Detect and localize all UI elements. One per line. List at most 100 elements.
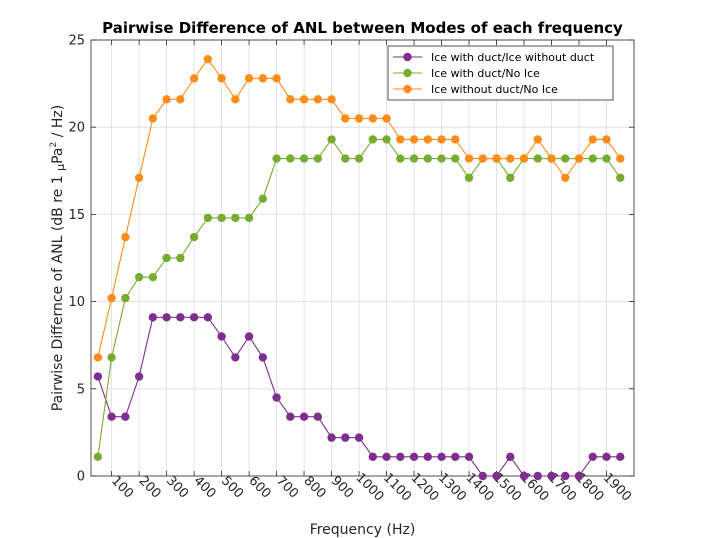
data-point bbox=[506, 154, 515, 163]
data-point bbox=[506, 173, 515, 182]
data-point bbox=[203, 313, 213, 322]
legend-label: Ice with duct/Ice without duct bbox=[431, 51, 595, 64]
axis-ticks: 100 200 300 400 500 600 700 800 9001000110012001… bbox=[68, 34, 634, 505]
data-point bbox=[533, 471, 542, 481]
data-point bbox=[134, 372, 144, 381]
data-point bbox=[451, 154, 460, 163]
data-point bbox=[451, 135, 460, 144]
data-point bbox=[478, 471, 487, 481]
x-tick-label: 800 bbox=[300, 473, 328, 501]
legend-item: Ice with duct/No Ice bbox=[393, 67, 540, 80]
data-point bbox=[299, 95, 309, 104]
data-point bbox=[231, 353, 240, 362]
data-point bbox=[464, 154, 474, 163]
y-tick-label: 10 bbox=[68, 295, 85, 310]
data-point bbox=[134, 173, 144, 182]
data-point bbox=[148, 272, 158, 282]
data-point bbox=[313, 412, 323, 421]
x-tick-label: 500 bbox=[218, 473, 246, 501]
data-point bbox=[506, 452, 515, 462]
data-point bbox=[121, 412, 130, 421]
data-point bbox=[602, 452, 611, 462]
legend-label: Ice with duct/No Ice bbox=[431, 67, 540, 80]
data-point bbox=[272, 154, 281, 163]
plot-area bbox=[90, 39, 635, 477]
data-point bbox=[492, 471, 501, 481]
data-point bbox=[327, 433, 336, 442]
data-point bbox=[272, 393, 281, 402]
data-point bbox=[327, 135, 336, 144]
x-tick-label: 400 bbox=[190, 473, 218, 501]
data-point bbox=[286, 412, 295, 421]
y-axis-label-main: Pairwise Differnce of ANL (dB re 1 bbox=[50, 171, 66, 411]
data-point bbox=[258, 74, 268, 83]
y-tick-label: 0 bbox=[77, 470, 85, 485]
data-point bbox=[561, 173, 570, 182]
data-point bbox=[423, 135, 432, 144]
data-point bbox=[162, 95, 171, 104]
data-point bbox=[451, 452, 460, 462]
data-point bbox=[616, 452, 625, 462]
data-point bbox=[244, 332, 254, 341]
legend-item: Ice with duct/Ice without duct bbox=[393, 51, 595, 64]
data-point bbox=[272, 74, 281, 83]
data-point bbox=[423, 154, 432, 163]
data-point bbox=[341, 433, 350, 442]
data-point bbox=[464, 452, 474, 462]
legend-label: Ice without duct/No Ice bbox=[431, 83, 558, 96]
data-point bbox=[382, 135, 391, 144]
data-point bbox=[217, 332, 226, 341]
y-axis-label-pa: Pa bbox=[50, 147, 66, 163]
data-point bbox=[231, 95, 240, 104]
y-axis-label: Pairwise Differnce of ANL (dB re 1 μPa2 … bbox=[49, 105, 67, 411]
data-point bbox=[134, 272, 144, 282]
data-point bbox=[519, 471, 529, 481]
data-point bbox=[602, 154, 611, 163]
data-point bbox=[574, 471, 584, 481]
data-point bbox=[354, 114, 364, 123]
data-point bbox=[162, 313, 171, 322]
data-point bbox=[368, 135, 378, 144]
data-point bbox=[299, 154, 309, 163]
x-tick-label: 600 bbox=[245, 473, 273, 501]
data-point bbox=[409, 452, 419, 462]
data-point bbox=[561, 471, 570, 481]
data-point bbox=[217, 74, 226, 83]
data-point bbox=[189, 74, 199, 83]
y-tick-label: 15 bbox=[68, 208, 85, 223]
data-point bbox=[437, 135, 446, 144]
data-point bbox=[354, 154, 364, 163]
data-point bbox=[313, 95, 323, 104]
data-point bbox=[244, 74, 254, 83]
data-point bbox=[203, 54, 213, 64]
data-point bbox=[121, 232, 130, 242]
data-point bbox=[189, 313, 199, 322]
series-3 bbox=[93, 54, 625, 362]
data-point bbox=[203, 213, 213, 223]
data-point bbox=[354, 433, 364, 442]
legend: Ice with duct/Ice without duct Ice with d… bbox=[387, 45, 614, 101]
data-point bbox=[382, 114, 391, 123]
data-point bbox=[176, 95, 185, 104]
data-point bbox=[464, 173, 474, 182]
legend-marker bbox=[403, 84, 412, 94]
data-point bbox=[382, 452, 391, 462]
data-point bbox=[189, 232, 199, 242]
y-axis-label-tail: / Hz) bbox=[50, 105, 66, 142]
data-point bbox=[258, 194, 268, 203]
data-point bbox=[616, 173, 625, 182]
data-point bbox=[396, 135, 405, 144]
legend-box bbox=[387, 45, 614, 101]
data-point bbox=[409, 154, 419, 163]
data-point bbox=[478, 154, 487, 163]
series-1 bbox=[93, 313, 625, 481]
data-point bbox=[121, 293, 130, 303]
data-point bbox=[574, 154, 584, 163]
data-point bbox=[368, 114, 378, 123]
data-point bbox=[327, 95, 336, 104]
data-point bbox=[437, 154, 446, 163]
data-point bbox=[602, 135, 611, 144]
x-axis-label: Frequency (Hz) bbox=[310, 522, 416, 538]
data-point bbox=[368, 452, 378, 462]
